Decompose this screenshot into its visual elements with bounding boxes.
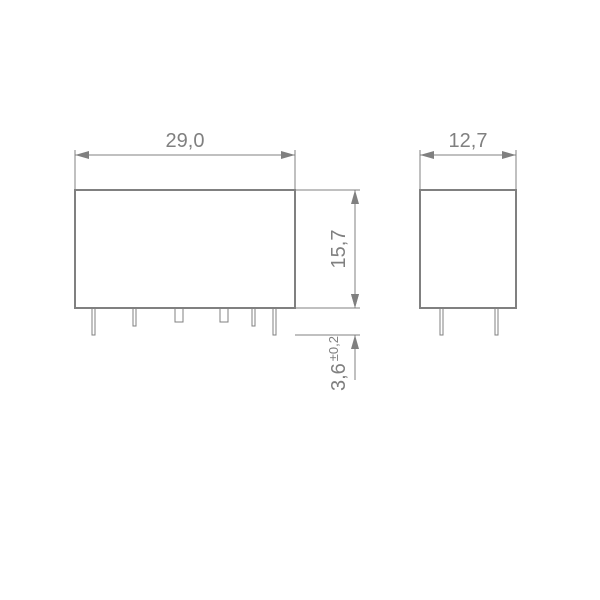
side-view-body-pin-0: [440, 308, 443, 335]
dim-width-front: 29,0: [166, 130, 205, 152]
front-view-body-pin-3: [220, 308, 228, 322]
side-view-body: [420, 190, 516, 308]
dim-pin-length: 3,6±0,2: [326, 336, 350, 391]
svg-text:3,6±0,2: 3,6±0,2: [326, 336, 350, 391]
side-view-body-pin-1: [495, 308, 498, 335]
front-view-body: [75, 190, 295, 308]
front-view-body-pin-0: [92, 308, 95, 335]
front-view-body-pin-1: [133, 308, 136, 326]
front-view-body-pin-2: [175, 308, 183, 322]
front-view-body-pin-4: [252, 308, 255, 326]
dim-height-label: 15,7: [328, 230, 350, 269]
dimension-drawing: 29,0 12,7 15,7 3,6±0,2: [0, 0, 600, 600]
front-view-body-pin-5: [273, 308, 276, 335]
dim-width-side: 12,7: [449, 130, 488, 152]
